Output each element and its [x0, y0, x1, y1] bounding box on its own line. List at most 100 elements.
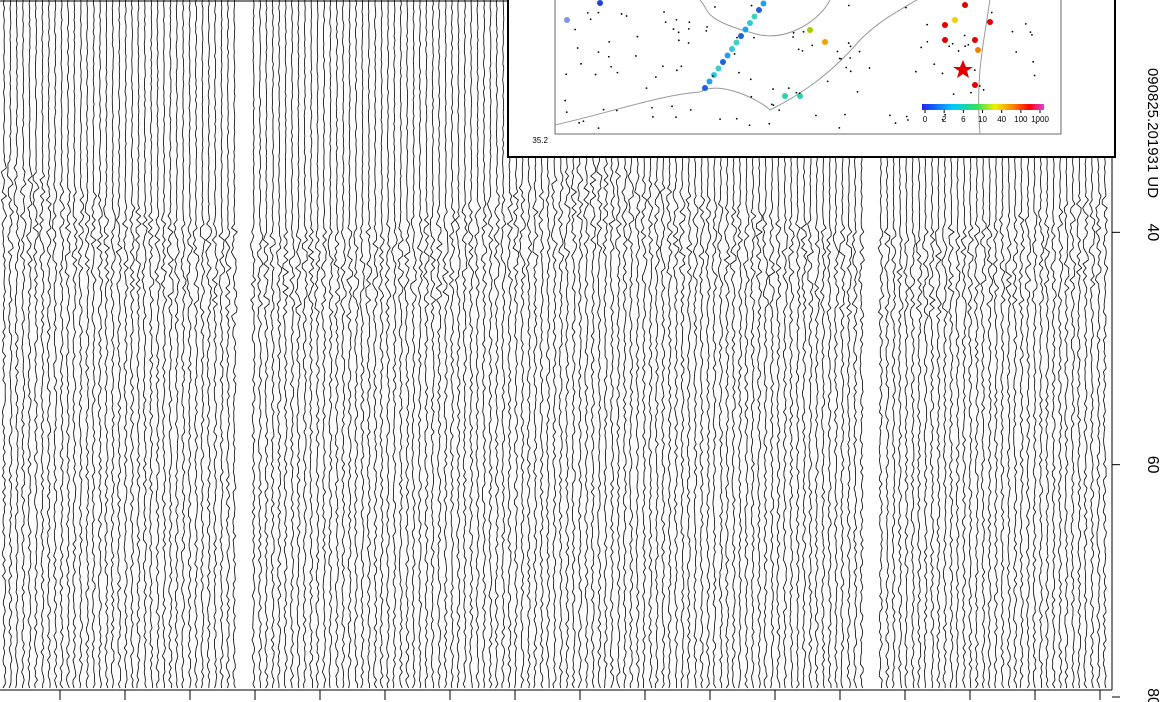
station-dot [676, 19, 678, 21]
trace [46, 0, 51, 688]
trace [97, 0, 103, 688]
station-dot [598, 127, 600, 129]
trace [423, 0, 429, 688]
trace [130, 0, 135, 688]
station-dot [590, 18, 592, 20]
station-dot [1034, 75, 1036, 77]
trace [200, 0, 205, 688]
trace [142, 0, 147, 688]
trace [418, 0, 423, 688]
trace [52, 0, 56, 688]
station-dot [967, 44, 969, 46]
station-dot [895, 122, 897, 124]
trace [104, 0, 110, 688]
station-dot [621, 13, 623, 15]
station [822, 39, 828, 45]
trace [85, 0, 89, 688]
trace [321, 0, 326, 688]
station-dot [991, 12, 993, 14]
station [725, 53, 731, 59]
trace [123, 0, 129, 688]
trace [277, 0, 282, 688]
station-dot [637, 36, 639, 38]
station [720, 59, 726, 65]
station-dot [578, 122, 580, 124]
station-dot [751, 5, 753, 7]
trace [398, 0, 403, 688]
station-dot [788, 87, 790, 89]
station-dot [610, 66, 612, 68]
station-dot [827, 80, 829, 82]
station-dot [678, 31, 680, 33]
station-dot [907, 119, 909, 121]
trace [347, 0, 353, 688]
station-dot [772, 88, 774, 90]
station-dot [617, 72, 619, 74]
station-dot [736, 118, 738, 120]
station-dot [970, 92, 972, 94]
station-dot [635, 55, 637, 57]
trace [193, 0, 199, 688]
station-dot [577, 47, 579, 49]
trace [462, 0, 468, 688]
station-dot [857, 91, 859, 93]
station-dot [564, 100, 566, 102]
trace [468, 0, 473, 688]
station-dot [768, 123, 770, 125]
station-dot [795, 92, 797, 94]
station-dot [688, 28, 690, 30]
station-dot [958, 50, 960, 52]
station-dot [675, 116, 677, 118]
trace [155, 0, 160, 688]
station-dot [844, 114, 846, 116]
station-dot [598, 12, 600, 14]
station [987, 19, 993, 25]
colorbar-label: 6 [961, 115, 966, 124]
station-dot [869, 67, 871, 69]
station [743, 27, 749, 33]
station [734, 40, 740, 46]
trace [270, 0, 275, 688]
trace [72, 0, 77, 688]
station [711, 72, 717, 78]
station-dot [595, 74, 597, 76]
station-dot [1032, 61, 1034, 63]
station-dot [662, 65, 664, 67]
station-dot [750, 79, 752, 81]
trace [328, 0, 333, 688]
station [972, 37, 978, 43]
station-dot [565, 73, 567, 75]
station-dot [799, 92, 801, 94]
station-dot [652, 116, 654, 118]
trace [110, 0, 115, 688]
station-dot [603, 109, 605, 111]
station-dot [753, 37, 755, 39]
station-dot [915, 71, 917, 73]
trace [488, 0, 493, 688]
station-dot [566, 111, 568, 113]
station-dot [845, 67, 847, 69]
trace [290, 0, 295, 688]
station-dot [850, 45, 852, 47]
trace [373, 0, 378, 688]
station-dot [680, 65, 682, 67]
station [597, 0, 603, 6]
station-dot [1031, 34, 1033, 36]
station-dot [906, 116, 908, 118]
station-dot [626, 15, 628, 17]
station-dot [793, 32, 795, 34]
colorbar-label: 100 [1014, 115, 1028, 124]
trace [181, 0, 186, 688]
station-dot [803, 31, 805, 33]
station [752, 14, 758, 20]
station-dot [905, 7, 907, 9]
station-dot [587, 12, 589, 14]
station-dot [688, 42, 690, 44]
trace [436, 0, 442, 688]
trace [206, 0, 212, 688]
colorbar-label: 40 [997, 115, 1006, 124]
station [942, 22, 948, 28]
trace [91, 0, 97, 688]
station [942, 37, 948, 43]
y-tick-label: 40 [1144, 223, 1161, 241]
